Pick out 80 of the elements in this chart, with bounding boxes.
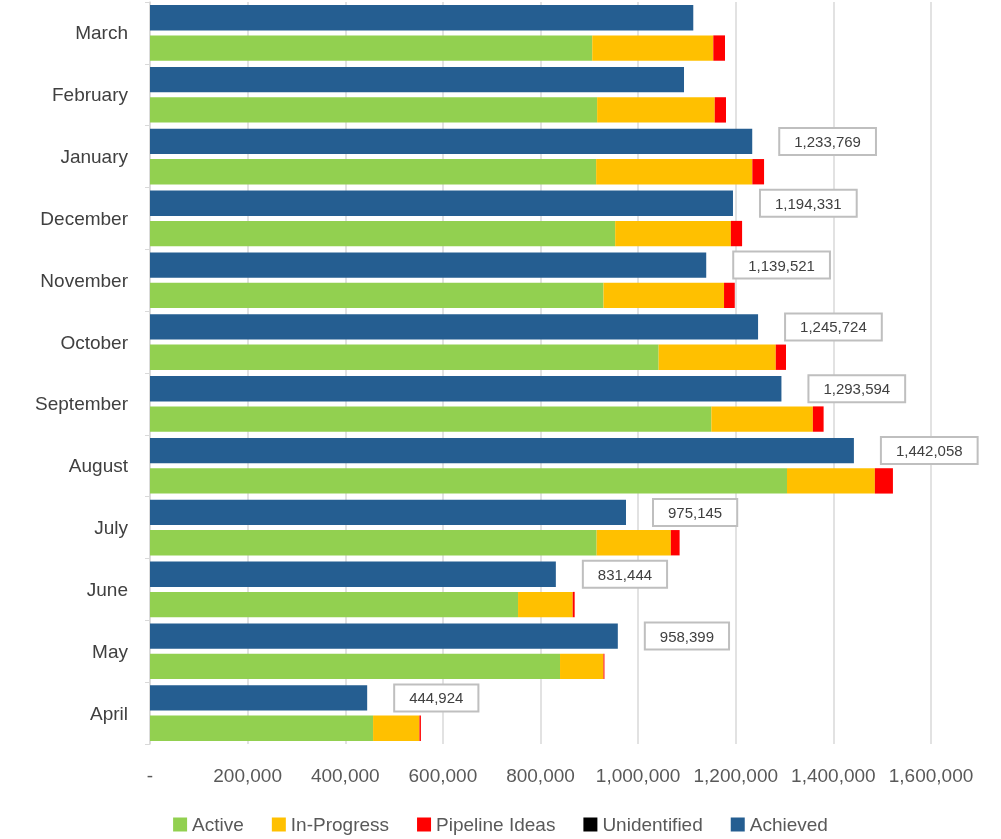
bar bbox=[787, 468, 875, 494]
bar bbox=[730, 220, 743, 247]
bar bbox=[596, 530, 671, 556]
y-tick-label: January bbox=[60, 146, 129, 168]
bar bbox=[150, 685, 368, 711]
bar bbox=[658, 344, 776, 370]
bar bbox=[615, 220, 731, 247]
y-tick-label: November bbox=[40, 269, 129, 291]
x-tick-label: 800,000 bbox=[506, 765, 575, 786]
x-tick-label: 1,400,000 bbox=[791, 765, 876, 786]
data-label: 444,924 bbox=[409, 689, 464, 707]
y-tick-label: April bbox=[89, 702, 128, 724]
bar bbox=[150, 499, 626, 526]
bar bbox=[874, 468, 893, 494]
y-tick-label: October bbox=[60, 331, 129, 353]
bar bbox=[812, 406, 824, 432]
y-tick-label: February bbox=[51, 84, 129, 106]
y-tick-label: July bbox=[94, 517, 129, 539]
x-tick-label: 200,000 bbox=[213, 765, 282, 786]
bar bbox=[150, 623, 618, 649]
bar bbox=[150, 252, 707, 278]
x-tick-label: - bbox=[146, 765, 154, 786]
bar bbox=[150, 715, 374, 741]
legend-label: Active bbox=[192, 814, 244, 835]
bar bbox=[150, 314, 759, 340]
x-tick-label: 1,600,000 bbox=[888, 765, 974, 786]
bar bbox=[150, 406, 712, 432]
bar bbox=[150, 344, 659, 370]
bar bbox=[150, 591, 519, 618]
legend-label: Achieved bbox=[749, 814, 828, 835]
bar bbox=[150, 220, 616, 247]
y-tick-label: August bbox=[68, 455, 129, 477]
bar bbox=[597, 97, 715, 123]
y-tick-label: March bbox=[75, 22, 128, 44]
bar bbox=[518, 591, 573, 618]
data-label: 975,145 bbox=[667, 503, 723, 521]
legend-label: Pipeline Ideas bbox=[436, 814, 556, 835]
x-tick-label: 600,000 bbox=[408, 765, 478, 786]
data-label: 958,399 bbox=[659, 627, 715, 645]
bar bbox=[775, 344, 787, 370]
data-label: 1,194,331 bbox=[774, 194, 842, 212]
x-tick-label: 1,200,000 bbox=[693, 765, 779, 786]
bar bbox=[150, 653, 561, 680]
bar bbox=[714, 97, 726, 123]
bar bbox=[150, 5, 694, 31]
data-label: 1,245,724 bbox=[800, 318, 867, 336]
bar bbox=[150, 66, 685, 93]
bar bbox=[150, 468, 787, 494]
bar bbox=[603, 282, 725, 309]
bar bbox=[150, 159, 597, 185]
bar bbox=[592, 35, 714, 61]
bar bbox=[150, 128, 753, 155]
bar bbox=[150, 190, 733, 216]
bar bbox=[711, 406, 813, 432]
data-label: 1,139,521 bbox=[748, 256, 815, 274]
legend-label: In-Progress bbox=[290, 814, 390, 835]
bar bbox=[150, 282, 604, 309]
legend-label: Unidentified bbox=[602, 814, 703, 835]
bar bbox=[724, 282, 735, 309]
bar bbox=[150, 561, 556, 587]
y-tick-label: June bbox=[86, 578, 128, 600]
y-tick-label: December bbox=[40, 207, 129, 229]
y-tick-label: September bbox=[35, 393, 129, 415]
x-tick-label: 1,000,000 bbox=[595, 765, 681, 786]
x-tick-label: 400,000 bbox=[310, 765, 380, 786]
bar bbox=[150, 35, 593, 61]
bar bbox=[150, 376, 782, 402]
bar bbox=[150, 530, 597, 556]
bar bbox=[713, 35, 726, 61]
data-label: 1,293,594 bbox=[823, 380, 891, 398]
y-tick-label: May bbox=[92, 640, 129, 662]
bar bbox=[670, 530, 680, 556]
bar bbox=[560, 653, 604, 680]
bar bbox=[752, 159, 765, 185]
data-label: 831,444 bbox=[597, 565, 653, 583]
data-label: 1,442,058 bbox=[895, 442, 963, 460]
bar bbox=[596, 159, 753, 185]
bar bbox=[150, 437, 854, 464]
bar bbox=[150, 97, 598, 123]
data-label: 1,233,769 bbox=[794, 132, 861, 150]
